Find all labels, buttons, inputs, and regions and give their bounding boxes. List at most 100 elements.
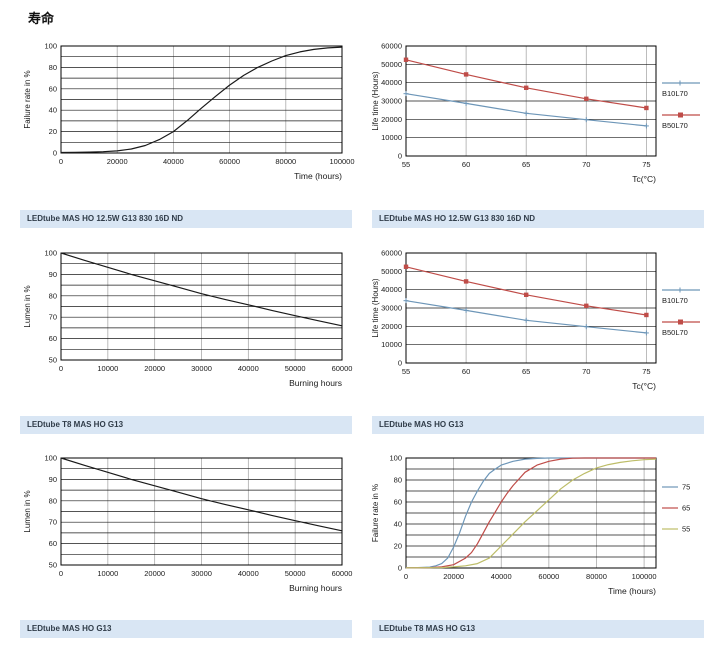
x-tick-label: 60000 bbox=[219, 157, 240, 166]
series-line bbox=[60, 457, 343, 532]
x-tick-label: 0 bbox=[404, 572, 408, 581]
y-tick-label: 0 bbox=[53, 149, 57, 158]
y-tick-label: 40 bbox=[394, 520, 402, 529]
x-axis-label: Burning hours bbox=[289, 583, 342, 593]
y-tick-label: 60 bbox=[394, 498, 402, 507]
square-marker bbox=[523, 85, 529, 90]
legend-label: 55 bbox=[682, 525, 690, 534]
y-tick-label: 50000 bbox=[381, 60, 402, 69]
y-tick-label: 10000 bbox=[381, 133, 402, 142]
y-tick-label: 70 bbox=[49, 518, 57, 527]
x-tick-label: 20000 bbox=[144, 364, 165, 373]
y-tick-label: 100 bbox=[44, 249, 57, 258]
y-tick-label: 60000 bbox=[381, 42, 402, 51]
y-tick-label: 30000 bbox=[381, 304, 402, 313]
y-tick-label: 20 bbox=[394, 542, 402, 551]
y-tick-label: 40000 bbox=[381, 78, 402, 87]
square-marker bbox=[584, 303, 589, 308]
y-tick-label: 40000 bbox=[381, 285, 402, 294]
chart-caption: LEDtube T8 MAS HO G13 bbox=[20, 416, 352, 434]
chart-lumen-t8: 0 10000 20000 30000 40000 50000 60000 50 60 70 80 9… bbox=[23, 249, 353, 389]
x-tick-label: 0 bbox=[59, 569, 63, 578]
y-axis-label: Life time (Hours) bbox=[371, 71, 380, 130]
plot-frame bbox=[60, 45, 343, 154]
y-tick-label: 60 bbox=[49, 84, 57, 93]
x-tick-label: 100000 bbox=[329, 157, 354, 166]
legend-label: B50L70 bbox=[662, 121, 688, 130]
series-line bbox=[405, 457, 656, 569]
x-tick-label: 65 bbox=[522, 160, 530, 169]
square-marker bbox=[644, 105, 649, 111]
legend-label: B10L70 bbox=[662, 89, 688, 98]
x-tick-label: 40000 bbox=[491, 572, 512, 581]
x-tick-label: 70 bbox=[582, 367, 590, 376]
y-tick-label: 20 bbox=[49, 127, 57, 136]
y-tick-label: 100 bbox=[44, 42, 57, 51]
x-tick-label: 60 bbox=[462, 160, 470, 169]
chart-lumen-ho: 0 10000 20000 30000 40000 50000 60000 50 60 70 80 9… bbox=[23, 454, 353, 594]
x-tick-label: 20000 bbox=[107, 157, 128, 166]
x-tick-label: 10000 bbox=[97, 569, 118, 578]
x-axis-label: Tc(°C) bbox=[632, 381, 656, 391]
y-tick-label: 50 bbox=[49, 561, 57, 570]
x-tick-label: 10000 bbox=[97, 364, 118, 373]
y-tick-label: 20000 bbox=[381, 115, 402, 124]
chart-caption: LEDtube T8 MAS HO G13 bbox=[372, 620, 704, 638]
chart-caption: LEDtube MAS HO G13 bbox=[20, 620, 352, 638]
y-axis-label: Lumen in % bbox=[23, 285, 32, 327]
series-line bbox=[405, 457, 656, 569]
x-tick-label: 60000 bbox=[332, 364, 353, 373]
x-tick-label: 20000 bbox=[144, 569, 165, 578]
y-tick-label: 80 bbox=[49, 63, 57, 72]
x-axis-label: Burning hours bbox=[289, 378, 342, 388]
y-tick-label: 90 bbox=[49, 270, 57, 279]
y-axis-label: Failure rate in % bbox=[23, 70, 32, 128]
plot-frame bbox=[405, 45, 657, 157]
square-marker bbox=[584, 96, 589, 101]
x-tick-label: 60 bbox=[462, 367, 470, 376]
square-marker bbox=[463, 72, 469, 77]
y-tick-label: 60000 bbox=[381, 249, 402, 258]
page-title: 寿命 bbox=[28, 11, 55, 26]
series-line bbox=[60, 46, 343, 154]
square-marker bbox=[644, 312, 649, 318]
chart-lifetime-830: 55 60 65 70 75 0 10000 20000 30000 40000 50000 6000… bbox=[371, 42, 700, 184]
y-tick-label: 0 bbox=[398, 359, 402, 368]
y-tick-label: 70 bbox=[49, 313, 57, 322]
x-tick-label: 100000 bbox=[632, 572, 657, 581]
y-tick-label: 50 bbox=[49, 356, 57, 365]
y-tick-label: 20000 bbox=[381, 322, 402, 331]
x-tick-label: 60000 bbox=[538, 572, 559, 581]
plot-frame bbox=[405, 457, 657, 569]
x-tick-label: 50000 bbox=[285, 364, 306, 373]
x-tick-label: 30000 bbox=[191, 569, 212, 578]
y-axis-label: Lumen in % bbox=[23, 490, 32, 532]
y-tick-label: 50000 bbox=[381, 267, 402, 276]
chart-caption: LEDtube MAS HO 12.5W G13 830 16D ND bbox=[372, 210, 704, 228]
x-tick-label: 60000 bbox=[332, 569, 353, 578]
chart-failure-rate-830: 0 20000 40000 60000 80000 100000 0 20 40 60 80 100 T… bbox=[23, 42, 355, 182]
legend-label: 65 bbox=[682, 504, 690, 513]
chart-caption: LEDtube MAS HO G13 bbox=[372, 416, 704, 434]
legend-square-marker bbox=[678, 319, 683, 325]
x-tick-label: 55 bbox=[402, 367, 410, 376]
plot-frame bbox=[60, 457, 343, 566]
x-axis-label: Time (hours) bbox=[294, 171, 342, 181]
y-axis-label: Life time (Hours) bbox=[371, 278, 380, 337]
x-tick-label: 65 bbox=[522, 367, 530, 376]
x-tick-label: 50000 bbox=[285, 569, 306, 578]
chart-caption: LEDtube MAS HO 12.5W G13 830 16D ND bbox=[20, 210, 352, 228]
x-tick-label: 0 bbox=[59, 157, 63, 166]
chart-failure-rate-t8: 0 20000 40000 60000 80000 100000 0 20 40 60 80 100 T… bbox=[371, 454, 690, 597]
square-marker bbox=[463, 279, 469, 284]
y-tick-label: 60 bbox=[49, 334, 57, 343]
x-tick-label: 75 bbox=[642, 367, 650, 376]
series-line bbox=[60, 252, 343, 327]
square-marker bbox=[403, 264, 409, 269]
x-tick-label: 20000 bbox=[443, 572, 464, 581]
chart-lifetime-ho: 55 60 65 70 75 0 10000 20000 30000 40000 50000 6000… bbox=[371, 249, 700, 391]
legend-square-marker bbox=[678, 112, 683, 118]
x-tick-label: 80000 bbox=[275, 157, 296, 166]
y-tick-label: 80 bbox=[49, 291, 57, 300]
x-tick-label: 40000 bbox=[238, 569, 259, 578]
